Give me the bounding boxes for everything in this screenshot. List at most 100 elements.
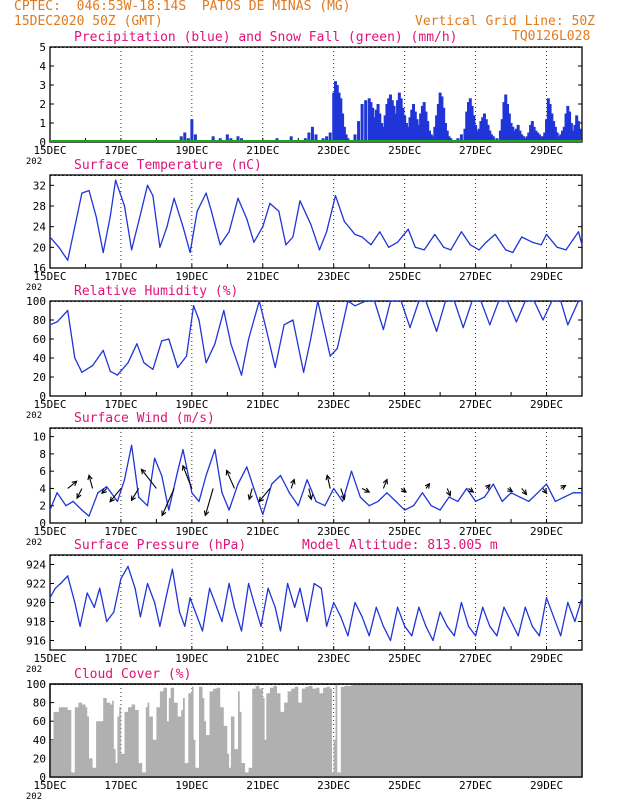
precip-bar <box>518 130 522 142</box>
wind-arrowhead <box>521 489 528 496</box>
wind-point <box>123 479 126 481</box>
pres-point <box>453 635 455 637</box>
ytick-label-wind: 10 <box>33 431 46 444</box>
panel-title-temp: Surface Temperature (nC) <box>74 158 262 173</box>
precip-bar <box>571 130 575 142</box>
cloud-area <box>50 684 582 777</box>
wind-point <box>545 483 548 485</box>
precip-bar <box>552 121 556 142</box>
precip-bar <box>488 130 492 142</box>
wind-point <box>377 500 379 503</box>
temp-point <box>95 215 97 217</box>
wind-vector <box>248 488 253 500</box>
pres-point <box>184 625 186 627</box>
temp-point <box>512 251 514 254</box>
pres-point <box>79 625 81 627</box>
wind-arrowhead <box>258 496 264 503</box>
precip-bar <box>413 111 417 142</box>
pres-point <box>159 625 161 627</box>
rh-point <box>515 321 517 323</box>
xtick-label-pres: 25DEC <box>388 652 421 665</box>
precip-bar <box>417 124 421 142</box>
xtick-label-cloud: 27DEC <box>459 779 492 792</box>
precip-bar <box>500 119 504 142</box>
rh-point <box>506 300 509 302</box>
rh-point <box>453 300 455 302</box>
rh-point <box>240 374 243 376</box>
ytick-label-temp: 16 <box>33 262 46 275</box>
rh-point <box>560 300 562 302</box>
rh-point <box>373 300 376 302</box>
pres-point <box>538 635 541 637</box>
ytick-label-rh: 100 <box>26 295 46 308</box>
pres-point <box>382 625 384 627</box>
pres-line <box>49 565 583 642</box>
xtick-label-temp: 29DEC <box>530 270 563 283</box>
rh-point <box>471 300 473 302</box>
precip-bar <box>367 98 371 142</box>
precip-bar <box>562 126 566 142</box>
rh-point <box>567 324 569 326</box>
wind-point <box>228 509 230 511</box>
panel-title-cloud: Cloud Cover (%) <box>74 667 191 682</box>
wind-point <box>182 448 184 451</box>
wind-point <box>457 500 459 503</box>
wind-point <box>519 496 521 498</box>
wind-point <box>306 479 308 481</box>
pres-point <box>347 635 349 637</box>
pres-point <box>54 587 56 589</box>
ytick-label-wind: 6 <box>39 465 46 478</box>
precip-bar <box>560 130 564 142</box>
precip-bar <box>211 136 215 142</box>
ytick-label-wind: 2 <box>39 500 46 513</box>
wind-point <box>466 487 468 490</box>
xtick-label-rh: 21DEC <box>246 398 279 411</box>
temp-point <box>361 236 363 238</box>
precip-bar <box>468 98 472 142</box>
precip-bar <box>193 134 197 142</box>
precip-bar <box>337 92 341 142</box>
rh-point <box>336 347 338 350</box>
precip-bar <box>371 107 375 142</box>
wind-arrowhead <box>130 495 136 502</box>
pres-point <box>166 592 168 594</box>
pres-point <box>146 582 149 585</box>
temp-point <box>343 220 345 223</box>
pres-point <box>49 597 51 599</box>
pres-point <box>375 606 377 608</box>
precip-bar <box>548 104 552 142</box>
temp-point <box>581 244 583 246</box>
precip-bar <box>465 111 469 142</box>
ytick-label-cloud: 0 <box>39 771 46 784</box>
precip-bar <box>387 98 391 142</box>
precip-bar <box>435 115 439 142</box>
temp-point <box>189 251 191 254</box>
precip-bar <box>543 132 547 142</box>
wind-point <box>106 486 108 488</box>
pres-point <box>120 578 122 580</box>
pres-point <box>240 630 243 632</box>
rh-point <box>283 324 285 326</box>
temp-point <box>354 233 356 236</box>
wind-arrowhead <box>424 482 431 489</box>
pres-point <box>139 616 142 618</box>
wind-point <box>49 509 51 511</box>
xtick-label-wind: 15DEC <box>33 525 66 538</box>
wind-point <box>537 492 539 494</box>
rh-point <box>223 309 225 312</box>
wind-point <box>191 492 193 494</box>
pres-point <box>60 582 62 585</box>
rh-point <box>444 300 447 302</box>
xtick-label-rh: 17DEC <box>104 398 137 411</box>
pres-point <box>274 606 276 608</box>
panel-title-wind: Surface Wind (m/s) <box>74 411 215 426</box>
precip-bar <box>573 124 577 142</box>
rh-point <box>143 362 145 364</box>
precip-bar <box>339 98 343 142</box>
temp-point <box>460 231 463 233</box>
wind-vector <box>382 479 388 489</box>
wind-vector <box>308 488 312 500</box>
wind-point <box>395 500 397 503</box>
pres-point <box>86 592 88 594</box>
precip-bar <box>502 102 506 142</box>
